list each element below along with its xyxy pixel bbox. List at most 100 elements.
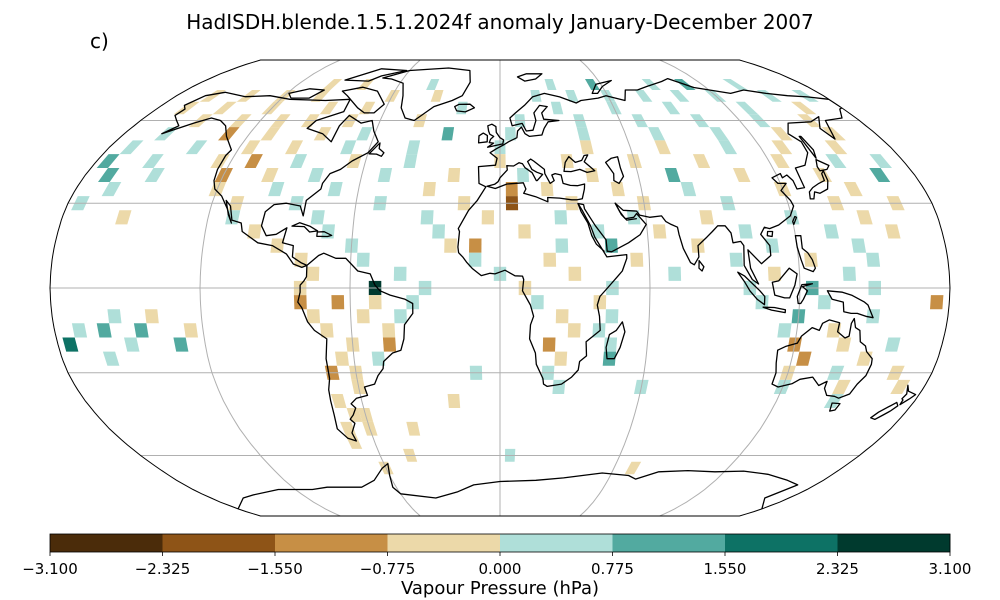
grid-cell xyxy=(664,168,681,182)
grid-cell xyxy=(796,351,812,366)
grid-cell xyxy=(119,140,144,155)
grid-cell xyxy=(890,379,911,394)
grid-cell xyxy=(144,168,165,182)
grid-cell xyxy=(542,337,556,352)
grid-cell xyxy=(447,168,461,182)
grid-cell xyxy=(393,266,407,281)
grid-cell xyxy=(307,168,324,182)
grid-cell xyxy=(444,238,457,253)
coastline-nz-north xyxy=(899,384,917,406)
colorbar-swatch xyxy=(612,534,726,552)
grid-cell xyxy=(319,101,339,115)
colorbar-swatch xyxy=(725,534,838,552)
grid-cell xyxy=(368,295,382,310)
coastline-australia xyxy=(771,317,873,399)
coastline-uk xyxy=(486,123,505,148)
coastline-north-america xyxy=(161,91,379,269)
figure-title: HadISDH.blende.1.5.1.2024f anomaly Janua… xyxy=(186,10,813,34)
grid-cell xyxy=(531,295,544,310)
grid-cell xyxy=(377,168,393,182)
coastline-mediterranean xyxy=(486,158,586,203)
grid-cell xyxy=(661,101,681,115)
grid-cell xyxy=(144,309,159,324)
grid-cell xyxy=(585,168,599,182)
grid-cell xyxy=(101,182,122,197)
colorbar-tick-label: −3.100 xyxy=(22,560,78,578)
panel-label: c) xyxy=(90,29,109,53)
grid-cell xyxy=(585,79,600,90)
grid-cell xyxy=(826,323,842,338)
grid-cell xyxy=(817,295,831,310)
grid-cell xyxy=(567,323,581,338)
coastline-taiwan xyxy=(792,215,798,226)
grid-cell xyxy=(560,154,574,168)
coastline-tasmania xyxy=(829,402,841,412)
grid-cell xyxy=(469,238,482,253)
coastline-red-sea-west xyxy=(577,202,605,252)
grid-cell xyxy=(869,168,891,182)
grid-cell xyxy=(842,266,856,281)
grid-cell xyxy=(294,252,308,267)
colorbar-swatch xyxy=(50,534,163,552)
grid-cell xyxy=(306,266,320,281)
grid-cell xyxy=(468,252,482,267)
grid-cell xyxy=(505,127,516,141)
coastline-hispaniola xyxy=(316,231,333,238)
grid-cell xyxy=(630,252,644,267)
grid-cell xyxy=(722,79,748,90)
grid-cell xyxy=(430,90,444,102)
grid-cell xyxy=(668,266,682,281)
coastline-hokkaido xyxy=(815,158,830,172)
grid-cell xyxy=(321,79,343,90)
grid-cell xyxy=(268,182,285,197)
grid-cell xyxy=(102,351,120,366)
grid-cell xyxy=(96,154,120,168)
grid-cell xyxy=(604,238,618,253)
colorbar-tick-label: 0.000 xyxy=(479,560,522,578)
grid-cell xyxy=(441,127,455,141)
grid-cell xyxy=(555,238,569,253)
grid-cell xyxy=(843,182,863,197)
grid-cell xyxy=(406,140,421,155)
grid-cell xyxy=(356,127,373,141)
grid-cell xyxy=(306,309,321,324)
coastline-sulawesi xyxy=(796,283,814,305)
grid-cell xyxy=(260,127,281,141)
grid-cell xyxy=(331,394,347,408)
grid-cell xyxy=(96,323,112,338)
grid-cell xyxy=(680,182,697,197)
grid-cell xyxy=(98,168,120,182)
grid-cell xyxy=(767,266,782,281)
colorbar-swatch xyxy=(162,534,276,552)
colorbar-tick-label: 2.325 xyxy=(816,560,859,578)
grid-cell xyxy=(856,210,873,225)
grid-cell xyxy=(869,154,892,168)
grid-cell xyxy=(593,295,607,310)
grid-cell xyxy=(669,90,690,102)
colorbar-swatch xyxy=(275,534,388,552)
grid-cell xyxy=(447,394,461,408)
coastline-java xyxy=(762,306,787,314)
grid-cell xyxy=(591,224,605,239)
colorbar-tick-label: 1.550 xyxy=(704,560,747,578)
grid-cell xyxy=(335,351,349,366)
coastline-sakhalin xyxy=(798,135,817,159)
colorbar-ticks: −3.100 −2.325 −1.550 −0.775 0.000 0.775 1.550 2… xyxy=(22,552,971,578)
grid-cell xyxy=(729,252,743,267)
grid-cell xyxy=(770,127,793,141)
coastline-iceland xyxy=(454,103,476,113)
grid-cell xyxy=(884,337,901,352)
colorbar-tick-label: −1.550 xyxy=(247,560,303,578)
grid-cell xyxy=(648,127,665,141)
grid-cell xyxy=(340,140,357,155)
grid-cell xyxy=(310,210,325,225)
coastline-baffin xyxy=(341,86,385,114)
coastline-sri-lanka xyxy=(698,259,705,272)
grid-cell xyxy=(293,295,307,310)
grid-cell xyxy=(310,90,331,102)
grid-cell xyxy=(824,140,848,155)
grid-cell xyxy=(836,337,852,352)
grid-cell xyxy=(244,154,263,168)
grid-cell xyxy=(823,224,839,239)
grid-cell xyxy=(866,252,881,267)
